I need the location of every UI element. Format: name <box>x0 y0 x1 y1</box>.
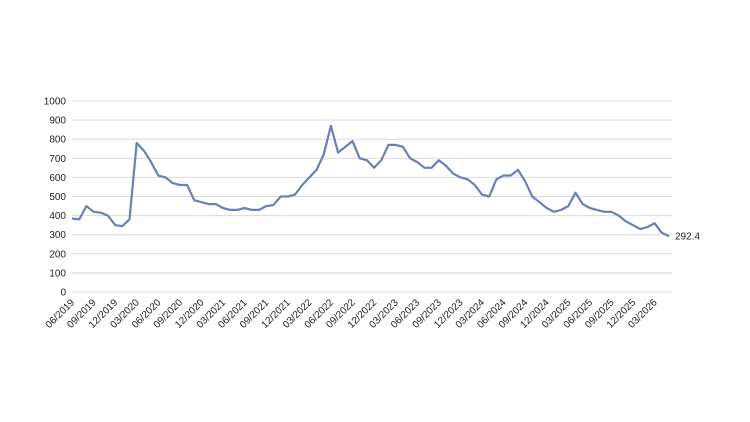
y-tick-label: 1000 <box>44 97 67 108</box>
y-tick-label: 400 <box>49 211 66 222</box>
y-tick-label: 900 <box>49 116 66 127</box>
line <box>71 124 670 238</box>
value-label: 292.4 <box>675 232 700 243</box>
y-tick-label: 100 <box>49 268 66 279</box>
y-tick-label: 800 <box>49 135 66 146</box>
y-tick-label: 600 <box>49 173 66 184</box>
y-tick-label: 0 <box>60 288 66 299</box>
y-tick-label: 200 <box>49 249 66 260</box>
y-tick-label: 300 <box>49 230 66 241</box>
y-tick-label: 500 <box>49 192 66 203</box>
y-tick-label: 700 <box>49 154 66 165</box>
